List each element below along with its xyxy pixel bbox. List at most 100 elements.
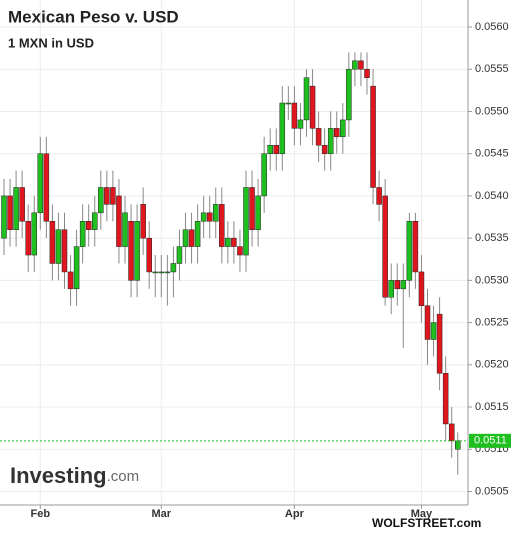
candle-body [43,153,50,222]
candle-body [315,128,322,146]
candle-body [158,271,165,274]
candle-body [7,195,13,230]
candle-body [134,221,140,281]
candle-body [243,187,249,256]
y-tick-label: 0.0545 [475,148,509,160]
candle-body [19,187,25,222]
x-tick-label: May [411,508,433,520]
last-price-box [469,433,511,448]
x-tick-label: Mar [152,508,172,520]
candle-body [285,102,292,105]
candle-body [85,221,92,230]
y-tick-label: 0.0505 [475,485,509,497]
candle-body [358,60,364,70]
candle-body [176,246,183,264]
x-tick-label: Feb [31,508,51,520]
candle-body [436,313,443,374]
candle-body [122,212,128,247]
candle-body [104,187,110,205]
candle-body [140,204,146,239]
candle-body [219,204,225,247]
candle-body [67,271,74,290]
y-tick-label: 0.0560 [475,21,509,33]
candle-body [194,221,201,247]
candle-body [388,280,394,298]
candle-body [213,204,219,222]
candle-body [225,237,231,247]
candle-body [55,229,62,264]
candle-body [13,187,19,230]
candle-body [340,119,346,138]
candle-body [364,68,370,78]
candle-body [448,423,455,442]
candle-body [79,221,86,247]
candle-body [188,229,195,247]
candle-body [273,145,279,154]
candle-body [346,68,352,121]
chart-subtitle: 1 MXN in USD [8,35,94,50]
candle-body [249,187,255,230]
candle-body [73,246,80,290]
candle-body [98,187,104,214]
candle-body [394,280,400,290]
candle-body [327,128,334,154]
y-tick-label: 0.0520 [475,359,509,371]
y-tick-label: 0.0515 [475,401,509,413]
candle-body [430,322,437,340]
logo: Investing.com [10,463,139,488]
logo-main: Investing [10,463,107,488]
y-tick-label: 0.0550 [475,105,509,117]
candle-body [303,77,310,121]
candle-body [152,271,158,274]
candle-body [279,102,286,154]
candle-body [200,212,207,222]
candle-body [92,212,98,230]
candle-body [400,280,407,290]
candle-body [424,305,431,340]
candle-body [418,271,425,306]
logo-suffix: .com [107,468,140,485]
grid [0,0,468,505]
candle-body [291,102,298,129]
candle-body [128,221,134,281]
y-tick-label: 0.0555 [475,63,509,75]
candle-body [1,195,7,239]
candle-body [31,212,37,256]
x-tick-label: Apr [285,508,305,520]
candle-body [261,153,267,197]
chart-title: Mexican Peso v. USD [8,7,179,26]
y-tick-label: 0.0535 [475,232,509,244]
candle-body [321,145,328,154]
candle-body [267,145,273,154]
candle-body [334,128,340,138]
source: WOLFSTREET.com [372,516,481,530]
candle-body [237,246,243,256]
candle-body [206,212,213,222]
candle-body [164,271,171,274]
candle-body [49,221,56,264]
candle-body [182,229,189,247]
candle-body [442,373,449,425]
candle-body [170,263,177,273]
candle-body [412,221,419,273]
candle-body [309,85,316,129]
candle-body [116,195,122,247]
candle-body [376,187,382,205]
last-price-label: 0.0511 [474,435,507,447]
candle-body [110,187,116,205]
candle-body [255,195,261,230]
candle-body [37,153,44,214]
candle-body [146,237,152,273]
candles [1,52,461,475]
candle-body [406,221,413,281]
y-tick-label: 0.0540 [475,190,509,202]
candle-body [455,440,461,450]
candle-body [25,221,31,256]
y-tick-label: 0.0525 [475,316,509,328]
candle-body [382,195,388,298]
candle-body [297,119,304,129]
y-tick-label: 0.0530 [475,274,509,286]
candle-body [352,60,358,70]
